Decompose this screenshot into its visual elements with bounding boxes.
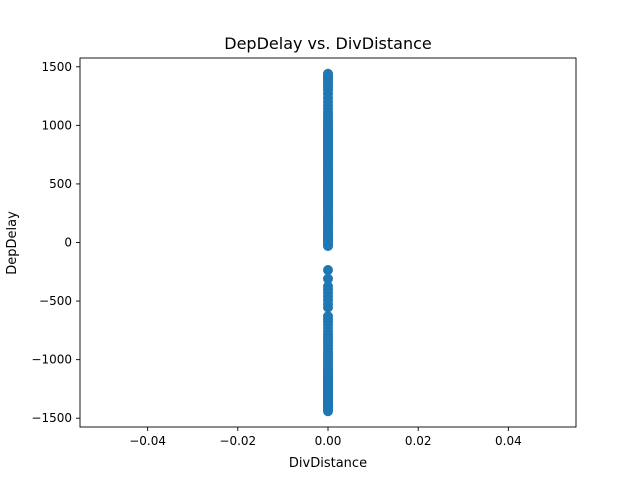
y-tick-label: 0 <box>64 236 72 250</box>
y-axis-label: DepDelay <box>5 211 20 275</box>
data-point <box>323 273 333 284</box>
x-axis-label: DivDistance <box>289 456 367 471</box>
data-point <box>323 311 333 322</box>
x-tick-label: −0.02 <box>219 434 256 448</box>
y-tick-label: 500 <box>49 177 72 191</box>
y-tick-label: −1500 <box>31 411 72 425</box>
x-tick-label: 0.02 <box>405 434 432 448</box>
y-tick-label: 1500 <box>41 60 72 74</box>
chart-title: DepDelay vs. DivDistance <box>224 34 431 53</box>
x-tick-label: −0.04 <box>129 434 166 448</box>
data-points <box>323 68 333 417</box>
x-axis-ticks: −0.04 −0.02 0.00 0.02 0.04 <box>129 427 522 448</box>
y-tick-label: −500 <box>39 294 72 308</box>
y-tick-label: 1000 <box>41 118 72 132</box>
y-axis-ticks: −1500 −1000 −500 0 500 1000 1500 <box>31 60 80 425</box>
data-point <box>323 68 333 79</box>
data-point <box>323 265 333 276</box>
x-tick-label: 0.00 <box>315 434 342 448</box>
plot-area-frame <box>79 57 577 428</box>
data-point <box>323 281 333 292</box>
x-tick-label: 0.04 <box>495 434 522 448</box>
y-tick-label: −1000 <box>31 353 72 367</box>
